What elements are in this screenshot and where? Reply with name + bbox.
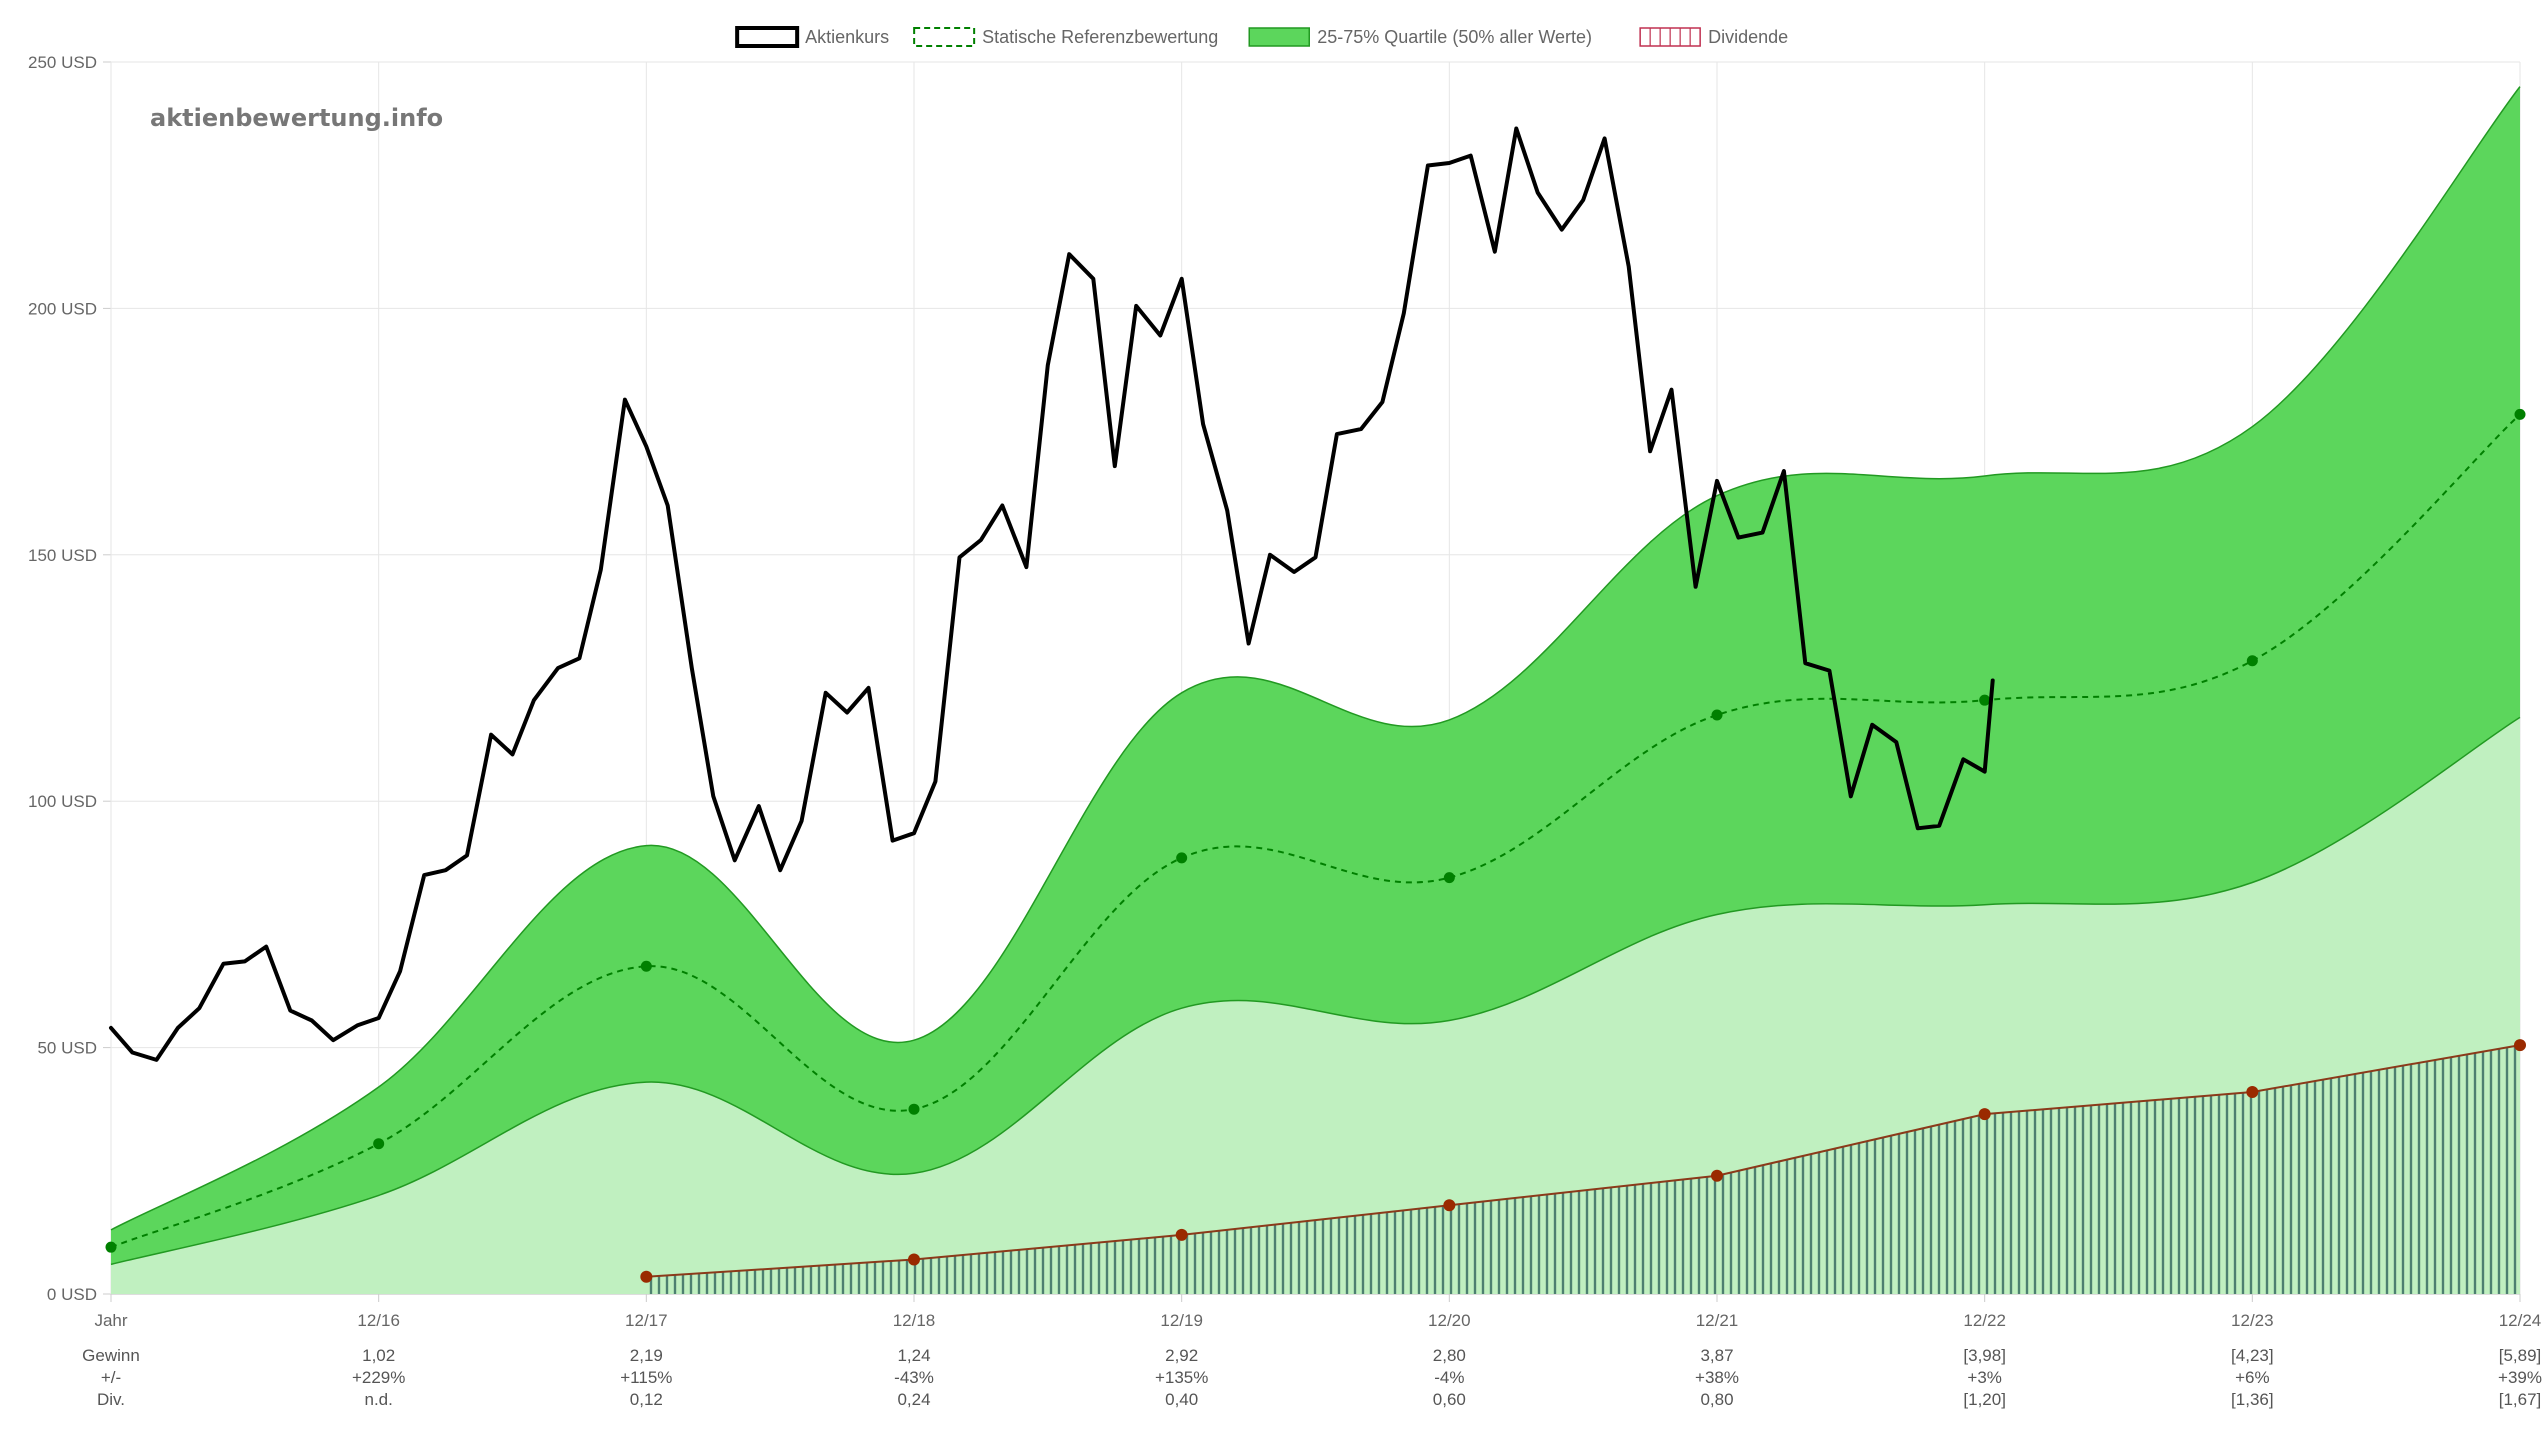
reference-line bbox=[110, 413, 2521, 1249]
y-tick-label: 100 USD bbox=[28, 792, 97, 811]
dividend-point bbox=[1978, 1108, 1991, 1121]
reference-point bbox=[373, 1138, 385, 1150]
legend-item-price[interactable]: Aktienkurs bbox=[735, 26, 889, 48]
table-cell: [3,98] bbox=[1963, 1346, 2006, 1365]
table-cell: 1,24 bbox=[897, 1346, 930, 1365]
table-cell: [1,36] bbox=[2231, 1390, 2274, 1409]
watermark-logo: aktienbewertung.info bbox=[150, 104, 443, 132]
axes: 0 USD 50 USD 100 USD 150 USD 200 USD 250 USD J… bbox=[28, 53, 2541, 1330]
price-series bbox=[109, 126, 1995, 1062]
table-cell: +39% bbox=[2498, 1368, 2542, 1387]
lower-quartile-line bbox=[110, 716, 2521, 1266]
dividend-area bbox=[646, 1045, 2520, 1294]
table-cell: [1,67] bbox=[2499, 1390, 2542, 1409]
data-table: Gewinn 1,02 2,19 1,24 2,92 2,80 3,87 [3,98] [4,2… bbox=[82, 1346, 2542, 1409]
dividend-point bbox=[2246, 1085, 2259, 1098]
table-row-label: +/- bbox=[101, 1368, 121, 1387]
legend-label: 25-75% Quartile (50% aller Werte) bbox=[1317, 27, 1592, 47]
table-cell: -43% bbox=[894, 1368, 934, 1387]
table-cell: 0,24 bbox=[897, 1390, 930, 1409]
reference-series bbox=[105, 408, 2526, 1253]
dividend-point bbox=[640, 1270, 653, 1283]
table-cell: +229% bbox=[352, 1368, 405, 1387]
reference-point bbox=[2514, 408, 2526, 420]
table-cell: +115% bbox=[620, 1368, 672, 1387]
reference-point bbox=[1711, 709, 1723, 721]
table-cell: 0,12 bbox=[630, 1390, 663, 1409]
table-cell: 0,40 bbox=[1165, 1390, 1198, 1409]
dividend-point bbox=[2514, 1039, 2526, 1052]
dividend-line bbox=[646, 1044, 2521, 1278]
x-tick-label: 12/22 bbox=[1963, 1311, 2006, 1330]
price-line bbox=[109, 126, 1995, 1062]
dividend-point bbox=[1711, 1169, 1723, 1182]
x-tick-label: 12/21 bbox=[1696, 1311, 1739, 1330]
legend-item-ref[interactable]: Statische Referenzbewertung bbox=[913, 27, 1218, 47]
y-tick-label: 200 USD bbox=[28, 299, 97, 318]
table-cell: [5,89] bbox=[2499, 1346, 2542, 1365]
x-tick-label: Jahr bbox=[94, 1311, 127, 1330]
table-cell: 0,80 bbox=[1700, 1390, 1733, 1409]
y-tick-label: 150 USD bbox=[28, 546, 97, 565]
reference-point bbox=[1443, 872, 1455, 884]
x-tick-label: 12/20 bbox=[1428, 1311, 1471, 1330]
table-cell: +135% bbox=[1155, 1368, 1208, 1387]
table-row-label: Div. bbox=[97, 1390, 125, 1409]
y-tick-label: 250 USD bbox=[28, 53, 97, 72]
reference-point bbox=[105, 1241, 117, 1253]
table-cell: 1,02 bbox=[362, 1346, 395, 1365]
reference-point bbox=[908, 1103, 920, 1115]
table-cell: 2,19 bbox=[630, 1346, 663, 1365]
table-cell: [4,23] bbox=[2231, 1346, 2274, 1365]
dividend-point bbox=[1175, 1228, 1188, 1241]
legend-item-dividend[interactable]: Dividende bbox=[1639, 27, 1788, 47]
table-cell: +3% bbox=[1967, 1368, 2002, 1387]
y-tick-label: 50 USD bbox=[37, 1039, 97, 1058]
legend[interactable]: Aktienkurs Statische Referenzbewertung 25-… bbox=[735, 26, 1788, 48]
reference-point bbox=[640, 960, 652, 972]
legend-label: Dividende bbox=[1708, 27, 1788, 47]
legend-label: Aktienkurs bbox=[805, 27, 889, 47]
table-cell: 2,92 bbox=[1165, 1346, 1198, 1365]
table-cell: [1,20] bbox=[1963, 1390, 2006, 1409]
legend-swatch-ref bbox=[913, 27, 976, 47]
dividend-point bbox=[908, 1253, 920, 1266]
table-cell: 0,60 bbox=[1433, 1390, 1466, 1409]
upper-quartile-line bbox=[110, 86, 2521, 1231]
dividend-series bbox=[640, 1039, 2526, 1294]
reference-point bbox=[2246, 655, 2258, 667]
legend-label: Statische Referenzbewertung bbox=[982, 27, 1218, 47]
table-row-label: Gewinn bbox=[82, 1346, 140, 1365]
reference-point bbox=[1979, 694, 1991, 706]
x-tick-label: 12/16 bbox=[357, 1311, 400, 1330]
table-cell: +38% bbox=[1695, 1368, 1739, 1387]
table-cell: +6% bbox=[2235, 1368, 2270, 1387]
table-cell: -4% bbox=[1434, 1368, 1464, 1387]
x-tick-label: 12/24 bbox=[2499, 1311, 2542, 1330]
table-cell: 3,87 bbox=[1700, 1346, 1733, 1365]
x-tick-label: 12/19 bbox=[1160, 1311, 1203, 1330]
legend-swatch-price bbox=[735, 26, 800, 48]
table-cell: n.d. bbox=[364, 1390, 392, 1409]
reference-point bbox=[1176, 852, 1188, 864]
x-tick-label: 12/23 bbox=[2231, 1311, 2274, 1330]
x-tick-label: 12/18 bbox=[893, 1311, 936, 1330]
y-tick-label: 0 USD bbox=[47, 1285, 97, 1304]
x-tick-label: 12/17 bbox=[625, 1311, 668, 1330]
quartile-band bbox=[111, 86, 2520, 1265]
legend-item-quartile[interactable]: 25-75% Quartile (50% aller Werte) bbox=[1248, 27, 1592, 47]
legend-swatch-quartile bbox=[1248, 27, 1310, 47]
table-cell: 2,80 bbox=[1433, 1346, 1466, 1365]
dividend-point bbox=[1443, 1199, 1456, 1212]
